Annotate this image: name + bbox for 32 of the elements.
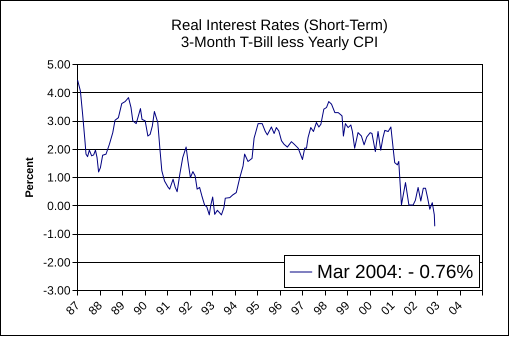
x-tick-label: 95 xyxy=(243,298,263,318)
x-tick-label: 02 xyxy=(400,298,420,318)
x-tick-label: 98 xyxy=(310,298,330,318)
legend-label: Mar 2004: - 0.76% xyxy=(317,262,474,283)
x-tick-label: 96 xyxy=(266,298,286,318)
x-tick-label: 97 xyxy=(288,298,308,318)
x-tick-label: 90 xyxy=(130,298,150,318)
chart-subtitle: 3-Month T-Bill less Yearly CPI xyxy=(180,34,378,51)
y-tick-label: 3.00 xyxy=(47,114,71,128)
x-tick-label: 87 xyxy=(63,298,83,318)
x-tick-label: 99 xyxy=(333,298,353,318)
x-tick-label: 04 xyxy=(446,298,466,318)
y-tick-label: 5.00 xyxy=(47,58,71,72)
x-tick-label: 89 xyxy=(108,298,128,318)
y-tick-label: 0.00 xyxy=(47,198,71,213)
x-tick-label: 93 xyxy=(198,298,218,318)
y-axis-title: Percent xyxy=(24,156,36,198)
x-tick-label: 94 xyxy=(220,298,240,318)
y-tick-label: -1.00 xyxy=(43,227,71,241)
x-tick-label: 88 xyxy=(86,298,106,318)
x-tick-label: 00 xyxy=(356,298,376,318)
x-tick-label: 01 xyxy=(378,298,398,318)
x-tick-label: 03 xyxy=(423,298,443,318)
x-tick-label: 91 xyxy=(153,298,173,318)
y-tick-label: -2.00 xyxy=(43,255,71,270)
x-tick-label: 92 xyxy=(176,298,196,318)
y-tick-label: 4.00 xyxy=(47,86,71,100)
y-tick-label: 2.00 xyxy=(47,142,71,156)
y-tick-label: -3.00 xyxy=(43,284,71,298)
line-series xyxy=(77,80,436,226)
chart-title: Real Interest Rates (Short-Term) xyxy=(171,17,388,34)
y-tick-label: 1.00 xyxy=(47,170,71,184)
